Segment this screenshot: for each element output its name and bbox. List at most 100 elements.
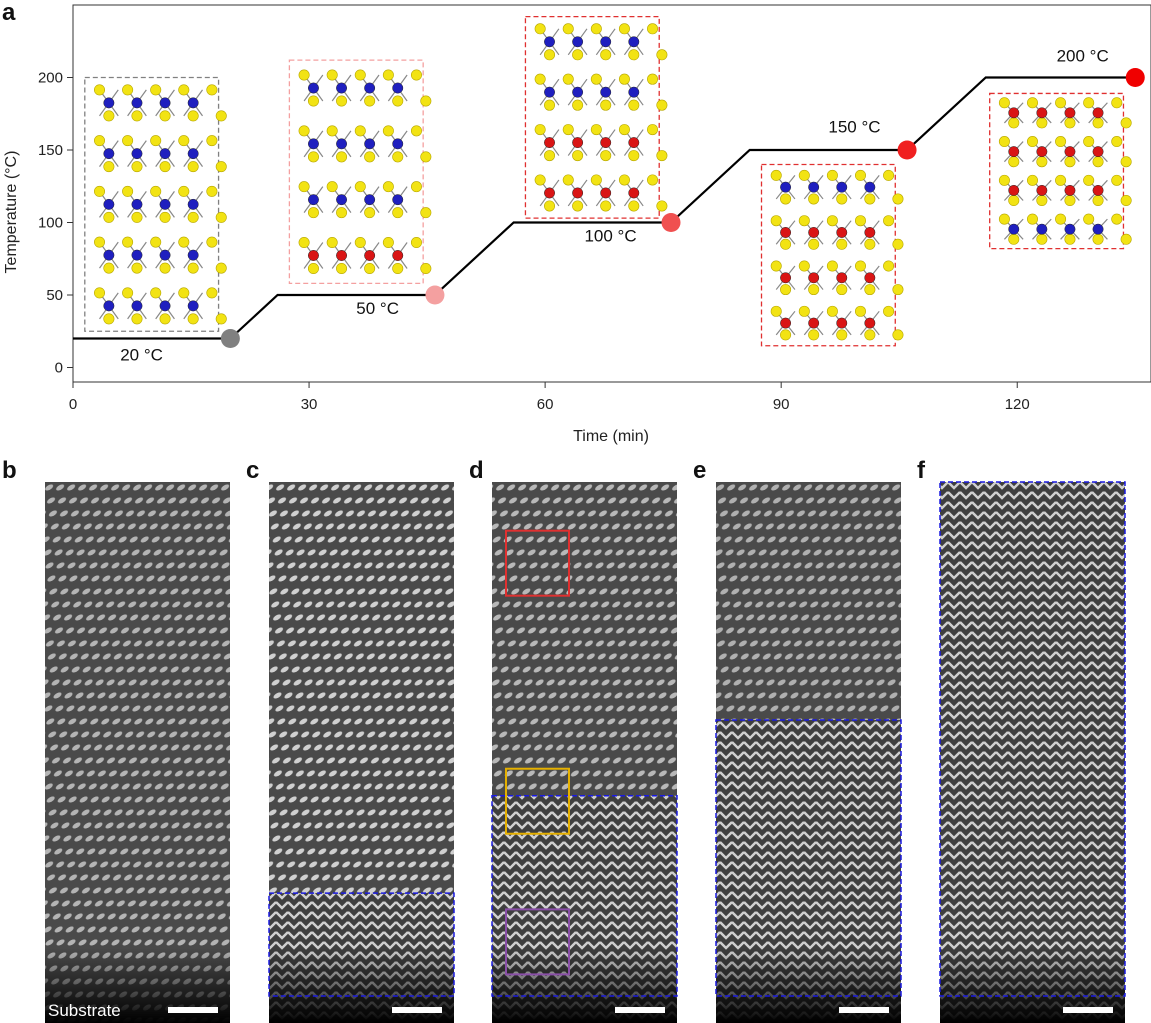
sulfur-atom [618, 174, 630, 186]
sulfur-atom [854, 260, 866, 272]
micrograph-c [268, 482, 455, 1023]
axis-ticks: 0 30 60 90 120 0 50 100 150 200 [38, 70, 1030, 414]
sulfur-atom [998, 174, 1010, 186]
metal-atom [628, 137, 640, 149]
metal-atom [864, 227, 876, 238]
scale-bar [1063, 1007, 1113, 1013]
sulfur-atom [159, 262, 171, 274]
x-tick-label: 60 [537, 396, 554, 413]
panel-letter-b: b [2, 457, 17, 484]
sulfur-atom [1008, 156, 1020, 168]
metal-atom [131, 249, 143, 261]
sulfur-atom [1120, 156, 1132, 168]
sulfur-atom [178, 185, 190, 197]
sulfur-atom [1036, 117, 1048, 129]
sulfur-atom [326, 181, 338, 193]
sulfur-atom [562, 73, 574, 85]
sulfur-atom [998, 97, 1010, 109]
sulfur-atom [892, 238, 904, 250]
sulfur-atom [103, 262, 115, 274]
sulfur-atom [354, 181, 366, 193]
x-tick-label: 120 [1005, 396, 1030, 413]
metal-atom [600, 86, 612, 98]
metal-atom [392, 250, 404, 261]
metal-atom [159, 300, 171, 312]
sulfur-atom [892, 193, 904, 205]
sulfur-atom [1083, 174, 1095, 186]
metal-atom [308, 250, 319, 261]
trigonal-layer [534, 23, 668, 61]
scale-bar [168, 1007, 218, 1013]
sulfur-atom [1111, 174, 1123, 186]
sulfur-atom [1026, 136, 1038, 148]
metal-atom [103, 148, 115, 160]
sulfur-atom [336, 207, 348, 219]
inset-frame [288, 59, 424, 285]
sulfur-atom [656, 49, 668, 61]
sulfur-atom [364, 95, 376, 107]
sulfur-atom [770, 215, 782, 227]
sulfur-atom [562, 174, 574, 186]
sulfur-atom [864, 329, 876, 341]
sulfur-atom [150, 287, 162, 299]
sulfur-atom [780, 329, 792, 341]
metal-atom [159, 148, 171, 160]
sulfur-atom [590, 23, 602, 35]
sulfur-atom [94, 135, 106, 147]
sulfur-atom [1036, 156, 1048, 168]
sulfur-atom [628, 99, 640, 111]
x-tick-label: 90 [773, 396, 790, 413]
sulfur-atom [1036, 195, 1048, 207]
metal-atom [187, 148, 199, 160]
sulfur-atom [364, 262, 376, 274]
octahedral-layer [298, 236, 432, 274]
y-tick-label: 100 [38, 215, 63, 232]
metal-atom [572, 36, 584, 48]
metal-atom [836, 317, 848, 329]
sulfur-atom [1120, 195, 1132, 207]
sulfur-atom [780, 284, 792, 296]
sulfur-atom [854, 169, 866, 181]
metal-atom [1036, 223, 1048, 235]
sulfur-atom [534, 174, 546, 186]
sulfur-atom [326, 125, 338, 137]
sulfur-atom [215, 110, 227, 122]
sulfur-atom [618, 23, 630, 35]
octahedral-layer [770, 305, 904, 341]
metal-atom [1092, 107, 1104, 119]
sulfur-atom [864, 238, 876, 250]
metal-atom [1008, 107, 1020, 119]
sulfur-atom [1092, 117, 1104, 129]
sulfur-atom [336, 262, 348, 274]
sulfur-atom [382, 125, 394, 137]
panel-letter-f: f [917, 457, 926, 484]
sulfur-atom [298, 125, 310, 137]
sulfur-atom [103, 110, 115, 122]
sulfur-atom [1055, 136, 1067, 148]
sulfur-atom [647, 23, 659, 35]
sulfur-atom [215, 262, 227, 274]
crystal-inset-5 [989, 92, 1132, 250]
temperature-series [73, 76, 1136, 340]
sulfur-atom [150, 84, 162, 96]
metal-atom [808, 227, 820, 238]
sulfur-atom [298, 236, 310, 248]
sulfur-atom [1055, 97, 1067, 109]
micrograph-e [715, 482, 902, 1023]
sulfur-atom [150, 135, 162, 147]
sulfur-atom [1092, 233, 1104, 245]
sulfur-atom [836, 329, 848, 341]
sulfur-atom [1064, 233, 1076, 245]
timepoint-marker [897, 140, 917, 160]
metal-atom [1092, 184, 1104, 196]
sulfur-atom [656, 200, 668, 212]
metal-atom [1064, 107, 1076, 119]
x-tick-label: 30 [301, 396, 318, 413]
metal-atom [364, 82, 376, 94]
metal-atom [187, 249, 199, 261]
sulfur-atom [1083, 97, 1095, 109]
sulfur-atom [798, 305, 810, 317]
metal-atom [364, 138, 376, 150]
sulfur-atom [178, 84, 190, 96]
metal-atom [808, 272, 820, 284]
